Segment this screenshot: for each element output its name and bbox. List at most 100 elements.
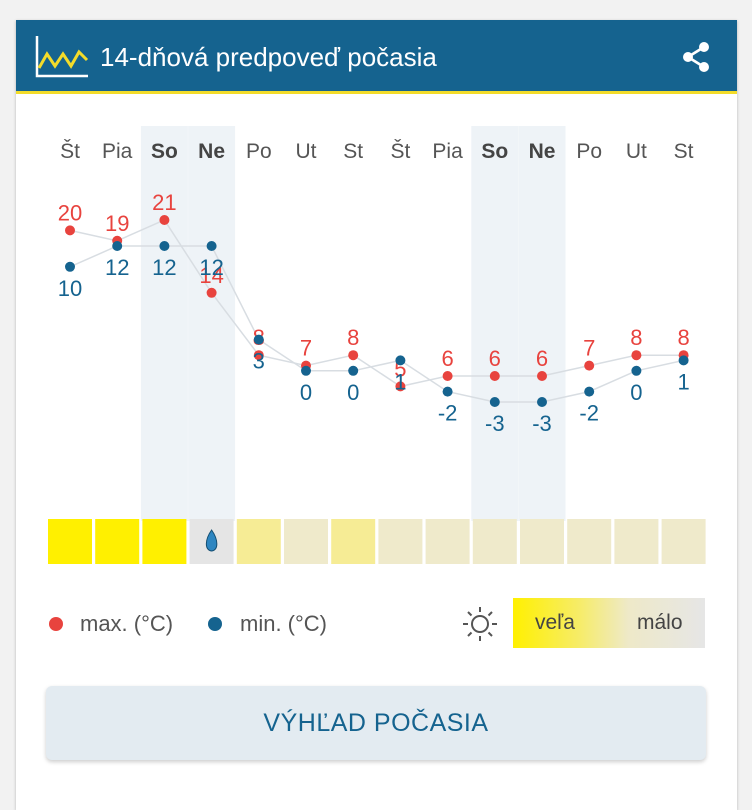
weekend-band xyxy=(471,126,519,521)
sunshine-cell xyxy=(425,519,470,564)
day-label: Št xyxy=(60,140,80,163)
min-temp-point xyxy=(301,365,311,376)
day-label: St xyxy=(673,140,694,163)
day-label: Ne xyxy=(198,140,226,163)
weekend-band xyxy=(188,126,236,521)
min-series-line xyxy=(69,245,684,403)
min-temp-point xyxy=(678,355,689,366)
sun-icon xyxy=(463,607,497,641)
min-temp-point xyxy=(253,334,264,345)
day-labels: Št Pia So Ne Po Ut St Št Pia So Ne Po Ut St xyxy=(16,140,737,170)
max-temp-label: 6 xyxy=(441,346,453,371)
sunshine-cell xyxy=(331,519,376,564)
sunshine-cell xyxy=(284,519,328,564)
day-label: So xyxy=(481,140,509,163)
min-temp-point xyxy=(112,241,123,251)
max-temp-label: 8 xyxy=(347,325,359,350)
sunshine-cell xyxy=(48,519,92,564)
max-temp-label: 14 xyxy=(199,263,223,288)
min-temp-label: 12 xyxy=(152,255,176,280)
forecast-card: 14-dňová predpoveď počasia 20 10 19 12 21 12 1… xyxy=(16,20,737,810)
min-temp-point xyxy=(159,241,170,251)
min-temp-label: 3 xyxy=(253,349,265,374)
max-temp-label: 8 xyxy=(677,325,689,350)
min-temp-label: -2 xyxy=(438,401,458,426)
min-temp-point xyxy=(489,397,500,407)
chart-icon xyxy=(35,36,89,78)
sunshine-cell xyxy=(661,519,706,564)
min-temp-label: 0 xyxy=(630,380,642,405)
max-temp-label: 20 xyxy=(58,200,82,225)
min-temp-point xyxy=(348,365,359,376)
min-temp-point xyxy=(206,241,217,251)
max-legend-label: max. (°C) xyxy=(80,611,174,636)
max-temp-point xyxy=(253,350,264,361)
max-temp-label: 6 xyxy=(536,346,548,371)
page-title: 14-dňová predpoveď počasia xyxy=(100,42,437,72)
day-label: St xyxy=(343,140,364,163)
min-temp-point xyxy=(65,261,75,272)
max-temp-point xyxy=(631,350,642,361)
max-temp-label: 19 xyxy=(105,211,129,236)
min-temp-label: -3 xyxy=(485,411,505,436)
day-label: Po xyxy=(576,140,603,163)
rain-drop-icon xyxy=(205,529,218,552)
min-temp-point xyxy=(442,386,453,397)
day-label: So xyxy=(150,140,178,163)
max-temp-point xyxy=(584,360,595,371)
sunshine-cell xyxy=(567,519,612,564)
day-label: Pia xyxy=(102,140,133,163)
max-temp-label: 7 xyxy=(300,336,312,361)
share-icon[interactable] xyxy=(680,41,712,73)
max-temp-point xyxy=(159,215,170,225)
max-temp-label: 6 xyxy=(489,346,501,371)
max-temp-point xyxy=(537,371,547,381)
max-temp-label: 21 xyxy=(152,190,176,215)
min-temp-label: 10 xyxy=(58,276,82,301)
max-series-line xyxy=(69,219,684,388)
sunshine-cell xyxy=(378,519,423,564)
min-temp-label: 0 xyxy=(300,380,312,405)
sunshine-cell xyxy=(520,519,564,564)
sunshine-cell xyxy=(236,519,281,564)
min-temp-label: 12 xyxy=(105,255,129,280)
day-label: Po xyxy=(245,140,272,163)
card-header: 14-dňová predpoveď počasia xyxy=(16,20,737,94)
max-temp-point xyxy=(395,381,406,392)
min-temp-point xyxy=(631,365,642,376)
max-temp-label: 7 xyxy=(583,336,595,361)
sunshine-cell xyxy=(472,519,517,564)
min-legend-label: min. (°C) xyxy=(240,611,328,636)
max-legend-dot xyxy=(49,617,63,631)
day-label: Pia xyxy=(432,140,463,163)
min-temp-label: 0 xyxy=(347,380,359,405)
min-temp-point xyxy=(584,386,595,397)
day-label: Ut xyxy=(625,140,647,163)
sunshine-cell xyxy=(614,519,659,564)
weekend-band xyxy=(140,126,188,521)
min-temp-point xyxy=(537,397,547,407)
day-label: Št xyxy=(390,140,411,163)
sunshine-low-label: málo xyxy=(637,611,683,634)
sunshine-cell xyxy=(95,519,140,564)
max-temp-point xyxy=(206,287,217,298)
max-temp-point xyxy=(489,371,500,381)
weekend-band xyxy=(518,126,566,521)
min-temp-label: 12 xyxy=(199,255,223,280)
min-temp-label: -3 xyxy=(532,411,552,436)
max-temp-point xyxy=(348,350,359,361)
sunshine-scale: veľa málo xyxy=(513,598,705,648)
max-temp-point xyxy=(442,371,453,381)
weather-outlook-button[interactable]: VÝHĽAD POČASIA xyxy=(46,686,706,760)
min-temp-label: -2 xyxy=(579,401,599,426)
day-label: Ne xyxy=(528,140,556,163)
min-temp-point xyxy=(395,355,406,366)
day-label: Ut xyxy=(295,140,317,163)
min-legend-dot xyxy=(208,617,222,631)
sunshine-high-label: veľa xyxy=(535,611,575,634)
min-temp-label: 1 xyxy=(677,369,689,394)
max-temp-label: 8 xyxy=(630,325,642,350)
min-temp-label: 1 xyxy=(394,369,406,394)
max-temp-point xyxy=(65,225,75,236)
